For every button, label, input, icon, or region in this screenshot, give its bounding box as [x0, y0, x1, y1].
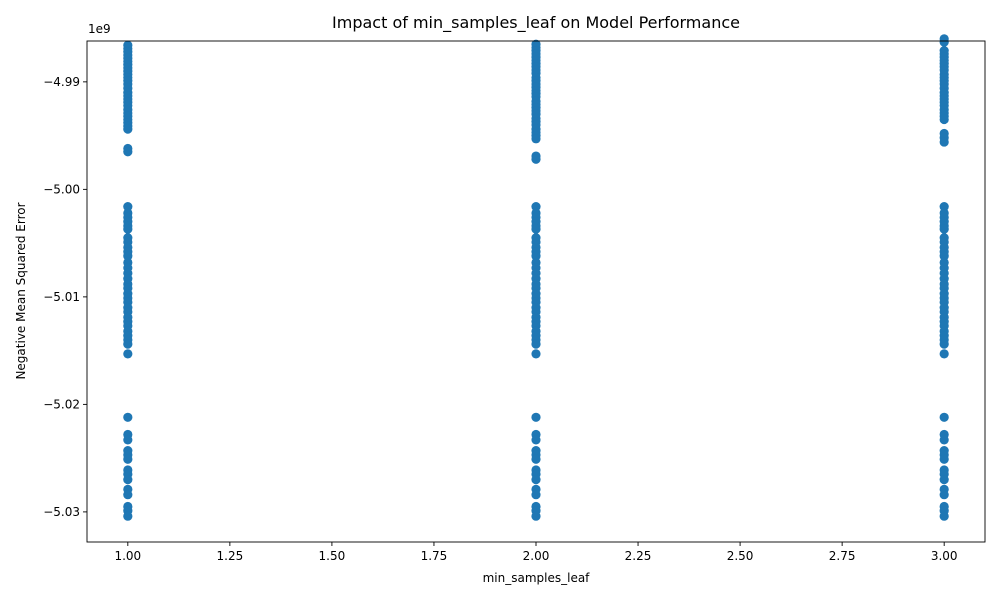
- data-point: [531, 435, 541, 445]
- data-point: [939, 511, 949, 521]
- data-point: [123, 339, 133, 349]
- data-point: [531, 511, 541, 521]
- data-point: [531, 201, 541, 212]
- y-tick-label: −5.01: [43, 290, 80, 304]
- data-point: [123, 435, 133, 445]
- data-point: [123, 201, 133, 212]
- data-point: [123, 349, 133, 359]
- data-point: [939, 37, 949, 47]
- y-tick-label: −4.99: [43, 75, 80, 89]
- data-point: [123, 511, 133, 521]
- x-tick-label: 1.75: [421, 549, 448, 563]
- x-tick-label: 2.75: [829, 549, 856, 563]
- chart-title: Impact of min_samples_leaf on Model Perf…: [332, 13, 740, 33]
- data-point: [531, 454, 541, 464]
- plot-area-frame: [86, 40, 986, 543]
- y-tick-label: −5.00: [43, 182, 80, 196]
- y-axis-label: Negative Mean Squared Error: [14, 202, 28, 379]
- data-point: [123, 490, 133, 500]
- data-point: [939, 339, 949, 349]
- data-point: [123, 412, 133, 422]
- data-point: [939, 224, 949, 234]
- data-point: [939, 475, 949, 485]
- data-point: [531, 339, 541, 349]
- data-point: [939, 349, 949, 359]
- y-tick-label: −5.02: [43, 397, 80, 411]
- data-point: [939, 137, 949, 147]
- x-tick-label: 3.00: [931, 549, 958, 563]
- y-axis-offset-label: 1e9: [88, 22, 111, 36]
- data-point: [531, 475, 541, 485]
- data-point: [123, 124, 133, 134]
- data-point: [531, 251, 541, 261]
- x-tick-label: 2.25: [625, 549, 652, 563]
- data-point: [531, 224, 541, 234]
- data-point: [939, 412, 949, 422]
- x-tick-label: 1.25: [217, 549, 244, 563]
- x-tick-label: 1.00: [114, 549, 141, 563]
- x-axis-ticks: 1.00 1.25 1.50 1.75 2.00 2.25 2.50 2.75 3.00: [114, 542, 958, 563]
- x-tick-label: 1.50: [319, 549, 346, 563]
- data-point: [939, 435, 949, 445]
- y-tick-label: −5.03: [43, 505, 80, 519]
- x-tick-label: 2.00: [523, 549, 550, 563]
- x-axis-label: min_samples_leaf: [483, 571, 591, 585]
- data-point: [123, 251, 133, 261]
- data-point: [531, 490, 541, 500]
- y-axis-ticks: −4.99 −5.00 −5.01 −5.02 −5.03: [43, 75, 87, 519]
- data-point: [123, 454, 133, 464]
- data-point: [123, 224, 133, 234]
- data-point: [939, 201, 949, 212]
- data-point: [531, 412, 541, 422]
- data-points: [123, 34, 949, 521]
- data-point: [123, 147, 133, 157]
- x-tick-label: 2.50: [727, 549, 754, 563]
- data-point: [531, 134, 541, 144]
- data-point: [939, 490, 949, 500]
- data-point: [939, 114, 949, 125]
- data-point: [531, 154, 541, 164]
- data-point: [123, 475, 133, 485]
- data-point: [939, 251, 949, 261]
- data-point: [531, 349, 541, 359]
- data-point: [939, 454, 949, 464]
